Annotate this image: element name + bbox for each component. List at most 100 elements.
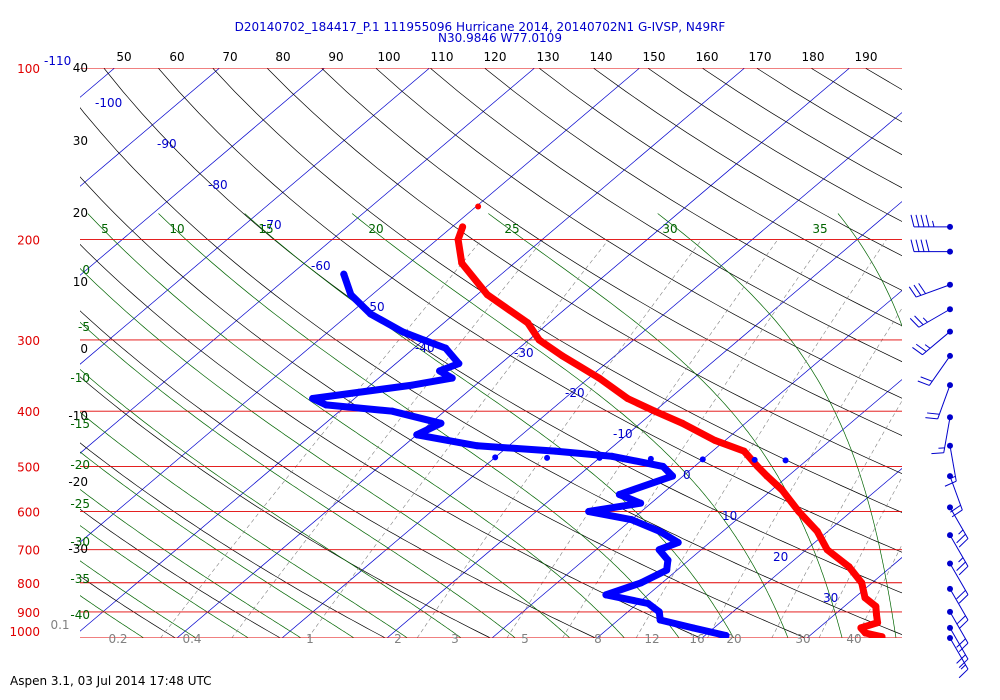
mixing-ratio-line	[231, 239, 544, 638]
moist-adiabat-line	[488, 213, 843, 638]
mixing-ratio-label: 30	[795, 632, 810, 646]
footer-text: Aspen 3.1, 03 Jul 2014 17:48 UTC	[10, 674, 212, 688]
top-scale-label: 50	[116, 50, 131, 64]
dry-adiabat-label: -30	[68, 542, 88, 556]
temperature-profile-point	[459, 223, 467, 231]
dry-adiabat-line	[756, 68, 902, 156]
wind-barb-shaft	[937, 384, 951, 420]
isotherm-label: -90	[157, 137, 177, 151]
dewpoint-profile-point	[544, 454, 551, 461]
moist-adiabat-line	[80, 451, 355, 638]
wind-barb-shaft	[949, 507, 969, 539]
moist-adiabat-label: -40	[70, 608, 90, 622]
dewpoint-profile-point	[473, 442, 481, 450]
temperature-profile-point	[454, 236, 462, 244]
wind-barb-feather	[920, 214, 925, 228]
dewpoint-profile-point	[656, 527, 664, 535]
moist-adiabat-label: -30	[70, 535, 90, 549]
dewpoint-profile-point	[637, 499, 645, 507]
top-scale-label: 80	[275, 50, 290, 64]
pressure-label: 900	[17, 606, 40, 620]
moist-adiabat-label: 20	[368, 222, 383, 236]
wind-barb-shaft	[949, 637, 969, 670]
mixing-ratio-line	[160, 239, 482, 638]
moist-adiabat-label: 0	[82, 263, 90, 277]
wind-barb	[947, 560, 969, 604]
dry-adiabat-line	[593, 68, 902, 257]
chart-title-line1: D20140702_184417_P.1 111955096 Hurricane…	[235, 20, 726, 34]
pressure-label: 800	[17, 577, 40, 591]
dry-adiabat-line	[484, 68, 902, 327]
top-scale-label: 170	[749, 50, 772, 64]
isotherm-label: -110	[44, 54, 71, 68]
dewpoint-profile-point	[751, 456, 758, 463]
pressure-label: 700	[17, 544, 40, 558]
dry-adiabat-line	[157, 68, 902, 553]
mixing-ratio-line	[978, 240, 1000, 638]
dewpoint-profile-point	[664, 556, 672, 564]
wind-barb-feather	[918, 283, 926, 294]
dewpoint-profile-point	[699, 456, 706, 463]
wind-barb-shaft	[916, 284, 951, 298]
isotherm-line	[80, 68, 220, 187]
top-scale-label: 60	[169, 50, 184, 64]
moist-adiabat-label: 15	[258, 222, 273, 236]
wind-barb-half-feather	[924, 344, 931, 349]
mixing-ratio-label: 2	[394, 632, 402, 646]
wind-barb	[910, 214, 953, 230]
dewpoint-profile-point	[322, 401, 330, 409]
wind-barb-shaft	[918, 308, 951, 328]
wind-barb	[947, 532, 969, 576]
mixing-ratio-label: 40	[846, 632, 861, 646]
wind-barb	[910, 239, 953, 255]
mixing-ratio-line	[416, 239, 702, 638]
temperature-profile-point	[753, 462, 761, 470]
wind-barb-shaft	[943, 417, 951, 453]
dewpoint-profile-point	[309, 394, 317, 402]
temperature-profile-point	[823, 546, 831, 554]
temperature-profile-point	[458, 259, 466, 267]
temperature-profile-point	[874, 619, 882, 627]
wind-barb	[947, 504, 969, 548]
wind-barb-feather	[915, 239, 920, 252]
isotherm-line	[176, 68, 850, 638]
isotherm-label: -30	[514, 346, 534, 360]
dewpoint-profile-point	[398, 328, 406, 336]
temperature-profile-point	[711, 436, 719, 444]
isotherm-label: -80	[208, 178, 228, 192]
wind-barb	[947, 473, 963, 518]
dewpoint-profile-point	[719, 634, 727, 638]
wind-barb-feather	[920, 239, 925, 252]
dewpoint-profile-point	[647, 455, 654, 462]
top-scale-label: 110	[431, 50, 454, 64]
wind-barb-feather	[909, 318, 920, 328]
dry-adiabat-label: -20	[68, 475, 88, 489]
dry-adiabat-line	[375, 68, 902, 399]
isotherm-label: 0	[683, 468, 691, 482]
temperature-profile-point	[872, 602, 880, 610]
wind-barb-half-feather	[958, 529, 964, 535]
mixing-ratio-label: 8	[594, 632, 602, 646]
mixing-ratio-line	[927, 240, 1000, 638]
dewpoint-profile-point	[436, 367, 444, 375]
dewpoint-profile-point	[551, 447, 559, 455]
isotherm-line	[0, 68, 10, 638]
wind-barb-feather	[908, 286, 917, 298]
dry-adiabat-line	[0, 68, 89, 650]
mixing-ratio-label: 0.4	[182, 632, 201, 646]
pressure-label: 300	[17, 334, 40, 348]
isotherm-label: -60	[311, 259, 331, 273]
top-scale-label: 100	[378, 50, 401, 64]
dry-adiabat-line	[80, 243, 702, 638]
dry-adiabat-line	[80, 107, 902, 635]
temperature-profile-point	[740, 447, 748, 455]
dry-adiabat-line	[974, 68, 1000, 650]
dry-adiabat-label: 10	[73, 275, 88, 289]
mixing-ratio-line	[818, 476, 902, 638]
moist-adiabat-label: 25	[504, 222, 519, 236]
dewpoint-profile-point	[628, 516, 636, 524]
moist-adiabat-line	[87, 213, 625, 638]
dewpoint-profile	[309, 270, 730, 638]
dewpoint-profile-point	[644, 600, 652, 608]
